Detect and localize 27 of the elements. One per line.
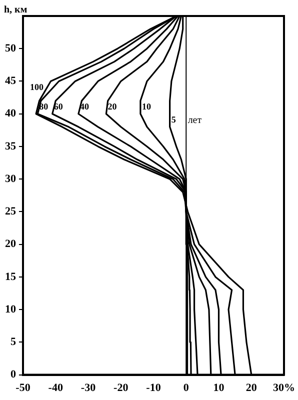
- series-label: 10: [142, 102, 152, 112]
- y-tick-label: 25: [5, 206, 16, 218]
- series-label: 20: [108, 102, 118, 112]
- y-tick-label: 45: [5, 75, 16, 88]
- x-tick-label: 30%: [273, 382, 295, 394]
- x-tick-label: 20: [246, 382, 258, 394]
- y-tick-label: 30: [5, 172, 16, 185]
- y-axis-title: h, км: [4, 4, 28, 16]
- x-tick-label: -50: [16, 382, 31, 394]
- y-tick-label: 0: [10, 368, 16, 381]
- y-tick-label: 10: [5, 303, 16, 316]
- x-tick-label: -20: [114, 382, 129, 394]
- x-tick-label: -10: [146, 382, 162, 394]
- y-tick-label: 20: [5, 238, 16, 250]
- series-label: 5: [171, 114, 176, 125]
- y-tick-label: 50: [5, 42, 16, 54]
- y-tick-label: 5: [10, 336, 16, 348]
- x-tick-label: 0: [183, 382, 190, 394]
- annotation: лет: [188, 115, 202, 126]
- x-tick-label: -40: [48, 382, 64, 394]
- series-label: 40: [80, 102, 90, 112]
- y-tick-label: 40: [5, 108, 16, 120]
- x-tick-label: 10: [213, 382, 225, 394]
- y-tick-label: 15: [5, 270, 16, 283]
- x-tick-label: -30: [80, 382, 96, 394]
- y-tick-label: 35: [5, 140, 16, 152]
- series-label: 100: [30, 82, 44, 92]
